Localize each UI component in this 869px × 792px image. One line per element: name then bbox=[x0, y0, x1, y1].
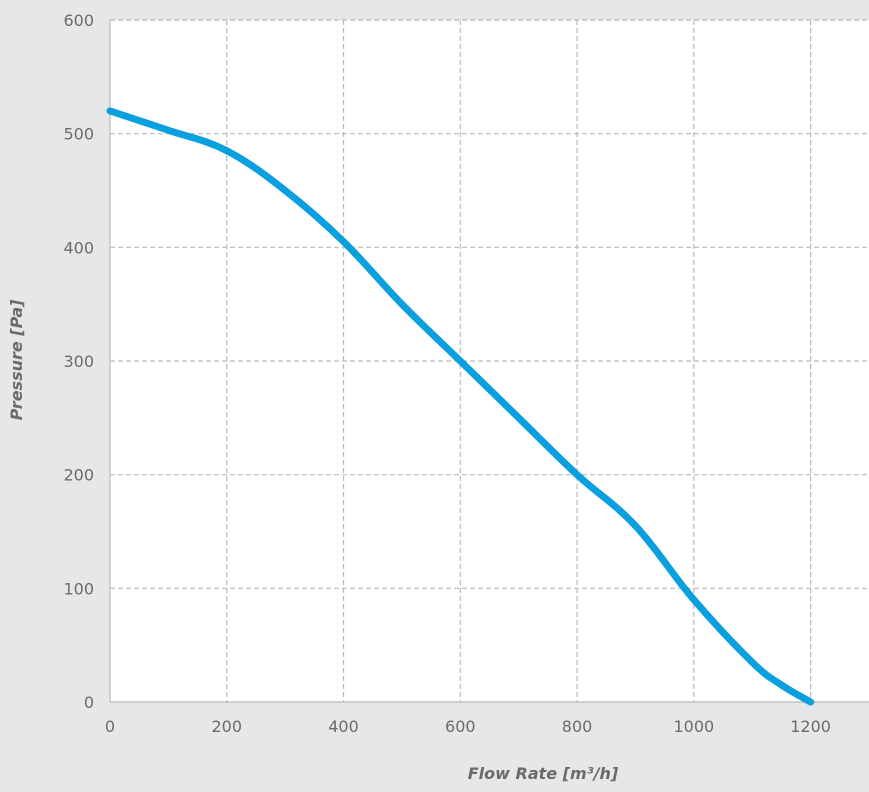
x-tick-label: 0 bbox=[105, 717, 115, 736]
y-tick-label: 600 bbox=[63, 11, 94, 30]
y-tick-label: 200 bbox=[63, 466, 94, 485]
y-axis-title: Pressure [Pa] bbox=[7, 299, 26, 421]
x-axis-title: Flow Rate [m³/h] bbox=[468, 764, 619, 783]
series bbox=[106, 107, 815, 706]
x-tick-label: 200 bbox=[211, 717, 242, 736]
y-tick-label: 300 bbox=[63, 352, 94, 371]
y-tick-label: 500 bbox=[63, 125, 94, 144]
x-tick-label: 400 bbox=[328, 717, 359, 736]
series-line bbox=[106, 107, 815, 706]
x-tick-label: 1200 bbox=[790, 717, 831, 736]
y-tick-label: 0 bbox=[84, 693, 94, 712]
axes bbox=[109, 20, 869, 703]
y-tick-label: 100 bbox=[63, 579, 94, 598]
tick-labels: 0 200 400 600 800 1000 1200 0 100 200 300 400 500 600 bbox=[63, 11, 831, 736]
y-tick-label: 400 bbox=[63, 238, 94, 257]
x-tick-label: 800 bbox=[562, 717, 593, 736]
x-tick-label: 600 bbox=[445, 717, 476, 736]
x-tick-label: 1000 bbox=[673, 717, 714, 736]
